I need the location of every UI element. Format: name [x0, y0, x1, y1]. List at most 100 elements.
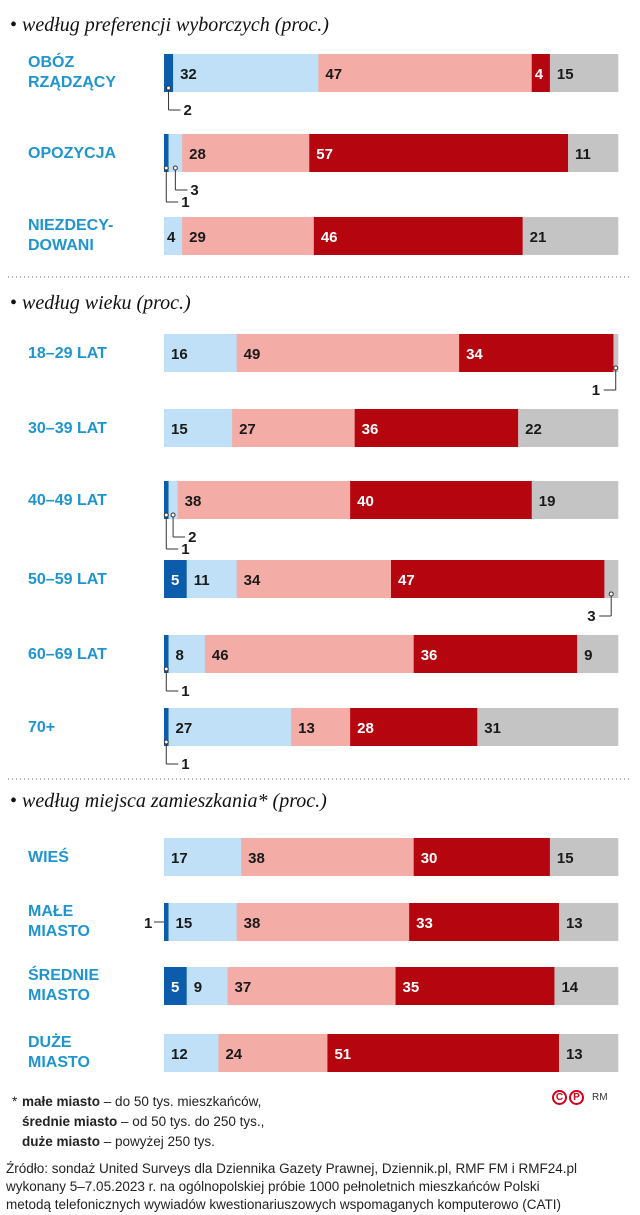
bar-value-label: 4	[535, 66, 544, 83]
bar-segment	[531, 481, 619, 519]
bar-segment	[409, 903, 560, 941]
bar-segment	[531, 54, 551, 92]
callout-dot	[172, 165, 178, 171]
bar-value-label: 22	[525, 421, 542, 438]
callout-label: 1	[592, 382, 600, 399]
bar-segment	[604, 560, 619, 598]
bar-segment	[164, 1034, 219, 1072]
row-label: 60–69 LAT	[28, 646, 107, 663]
bar-segment	[313, 217, 523, 255]
bar-segment	[182, 217, 315, 255]
bar-segment	[164, 481, 169, 519]
bar-value-label: 30	[421, 850, 438, 867]
bar-segment	[164, 334, 237, 372]
bar-segment	[168, 481, 178, 519]
row-label: RZĄDZĄCY	[28, 74, 116, 91]
bar-value-label: 37	[235, 979, 252, 996]
bar-value-label: 32	[180, 66, 197, 83]
bar-segment	[391, 560, 605, 598]
bar-value-label: 27	[176, 720, 193, 737]
bar-segment	[549, 838, 619, 876]
row-label: MIASTO	[28, 987, 90, 1004]
bar-value-label: 12	[171, 1046, 188, 1063]
bar-segment	[413, 838, 551, 876]
row-label: NIEZDECY-	[28, 217, 113, 234]
bar-segment	[168, 708, 292, 746]
bar-segment	[554, 967, 619, 1005]
callout-label: 1	[181, 756, 189, 773]
bar-value-label: 5	[171, 979, 179, 996]
row-label: MAŁE	[28, 903, 74, 920]
bar-value-label: 14	[561, 979, 578, 996]
section-title-age: • według wieku (proc.)	[10, 292, 191, 314]
bar-value-label: 38	[185, 493, 202, 510]
callout-label: 1	[181, 541, 189, 558]
bar-segment	[164, 967, 187, 1005]
bar-segment	[413, 635, 578, 673]
callout-label: 1	[144, 915, 152, 932]
bar-value-label: 38	[244, 915, 261, 932]
row-label: 50–59 LAT	[28, 571, 107, 588]
bar-segment	[168, 903, 237, 941]
bar-value-label: 57	[316, 146, 333, 163]
source-note: Źródło: sondaż United Surveys dla Dzienn…	[6, 1161, 577, 1212]
bar-segment	[182, 134, 310, 172]
callout-label: 1	[181, 683, 189, 700]
bar-value-label: 13	[298, 720, 315, 737]
bar-value-label: 46	[212, 647, 229, 664]
bar-value-label: 51	[334, 1046, 351, 1063]
callout-dot	[163, 739, 169, 745]
row-label: DUŻE	[28, 1033, 72, 1051]
bar-segment	[173, 54, 319, 92]
bar-value-label: 15	[557, 66, 574, 83]
bar-segment	[558, 903, 619, 941]
callout-dot	[163, 512, 169, 518]
bar-segment	[204, 635, 414, 673]
callout-label: 3	[587, 608, 595, 625]
bar-segment	[309, 134, 569, 172]
bar-value-label: 35	[403, 979, 420, 996]
bar-segment	[164, 560, 187, 598]
bar-value-label: 31	[484, 720, 501, 737]
bar-segment	[241, 838, 414, 876]
bar-segment	[164, 903, 169, 941]
bar-segment	[236, 334, 460, 372]
bar-value-label: 33	[416, 915, 433, 932]
bar-segment	[164, 217, 183, 255]
bar-value-label: 36	[421, 647, 438, 664]
bar-segment	[236, 903, 410, 941]
bar-value-label: 16	[171, 346, 188, 363]
bar-segment	[164, 134, 169, 172]
bar-value-label: 11	[194, 572, 210, 589]
bar-value-label: 38	[248, 850, 265, 867]
callout-label: 2	[184, 102, 192, 119]
author-initials: RM	[592, 1092, 608, 1103]
bar-value-label: 8	[176, 647, 184, 664]
bar-value-label: 34	[466, 346, 483, 363]
bar-value-label: 13	[566, 915, 583, 932]
bar-segment	[186, 560, 237, 598]
bar-value-label: 13	[566, 1046, 583, 1063]
bar-segment	[577, 635, 619, 673]
row-label: 30–39 LAT	[28, 420, 107, 437]
row-label: 70+	[28, 719, 55, 736]
bar-segment	[168, 134, 183, 172]
bar-value-label: 15	[176, 915, 193, 932]
section-title-residence: • według miejsca zamieszkania* (proc.)	[10, 790, 327, 812]
bar-segment	[477, 708, 619, 746]
bar-value-label: 17	[171, 850, 188, 867]
bar-segment	[291, 708, 351, 746]
bar-value-label: 15	[171, 421, 188, 438]
bar-value-label: 40	[357, 493, 374, 510]
callout-label: 2	[188, 529, 196, 546]
bar-segment	[613, 334, 619, 372]
bar-segment	[522, 217, 619, 255]
protected-icon: P	[569, 1090, 584, 1105]
copyright-icon: C	[552, 1090, 567, 1105]
bar-segment	[177, 481, 351, 519]
row-label: 40–49 LAT	[28, 492, 107, 509]
bar-segment	[164, 708, 169, 746]
bar-value-label: 46	[321, 229, 338, 246]
bar-segment	[327, 1034, 560, 1072]
bar-segment	[459, 334, 614, 372]
